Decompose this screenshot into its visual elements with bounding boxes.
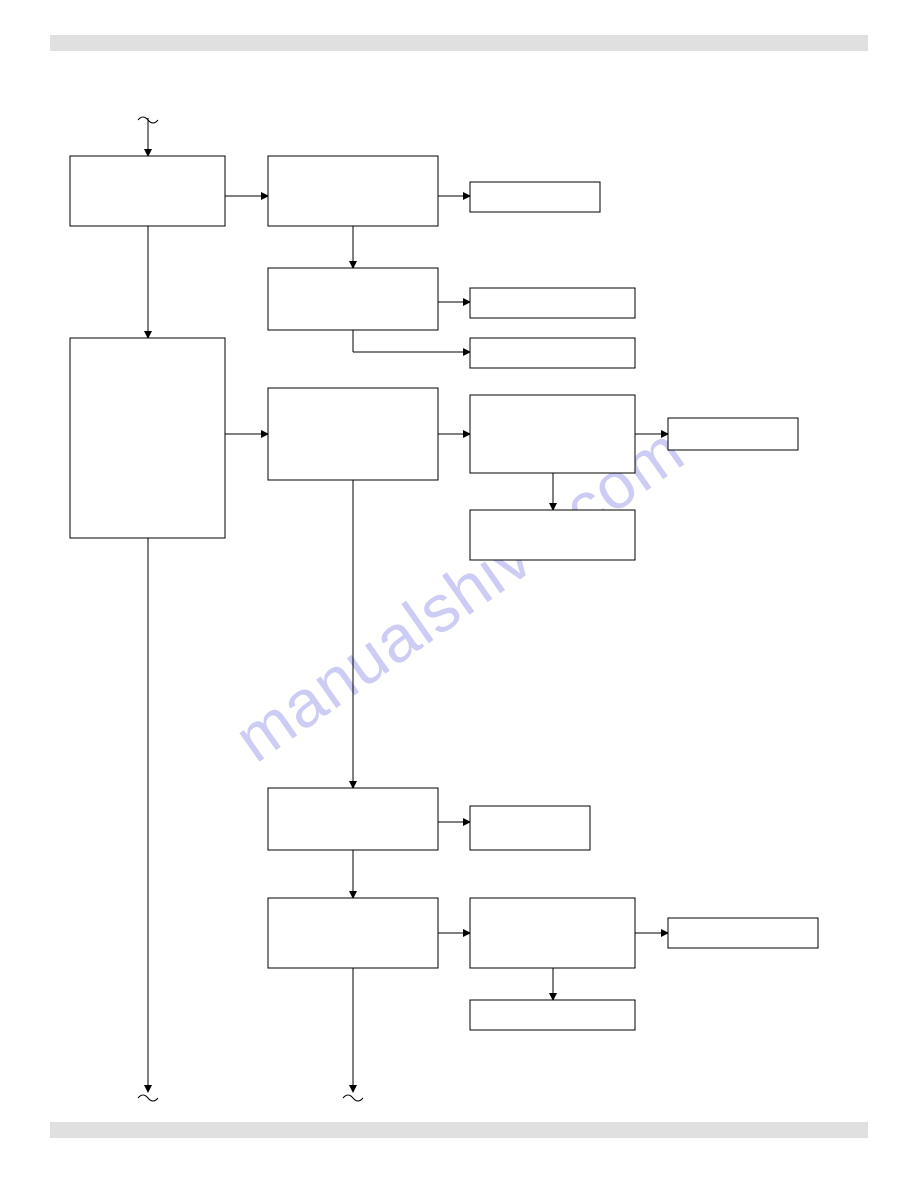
flow-node-H [268,388,438,480]
flow-node-C [470,182,600,212]
flow-node-M [470,806,590,850]
flow-node-E [470,288,635,318]
nodes-layer [70,156,818,1030]
flow-node-D [268,268,438,330]
flow-node-G [70,338,225,538]
flow-node-Q [470,1000,635,1030]
flow-node-O [470,898,635,968]
flow-node-L [268,788,438,850]
flow-node-A [70,156,225,226]
page-continuation-icon [138,1095,158,1101]
page-continuation-icon [343,1095,363,1101]
flowchart-canvas [0,0,918,1188]
flow-node-K [470,510,635,560]
flow-node-N [268,898,438,968]
flow-node-B [268,156,438,226]
flow-node-P [668,918,818,948]
flow-node-F [470,338,635,368]
flow-node-J [668,418,798,450]
flow-node-I [470,395,635,473]
